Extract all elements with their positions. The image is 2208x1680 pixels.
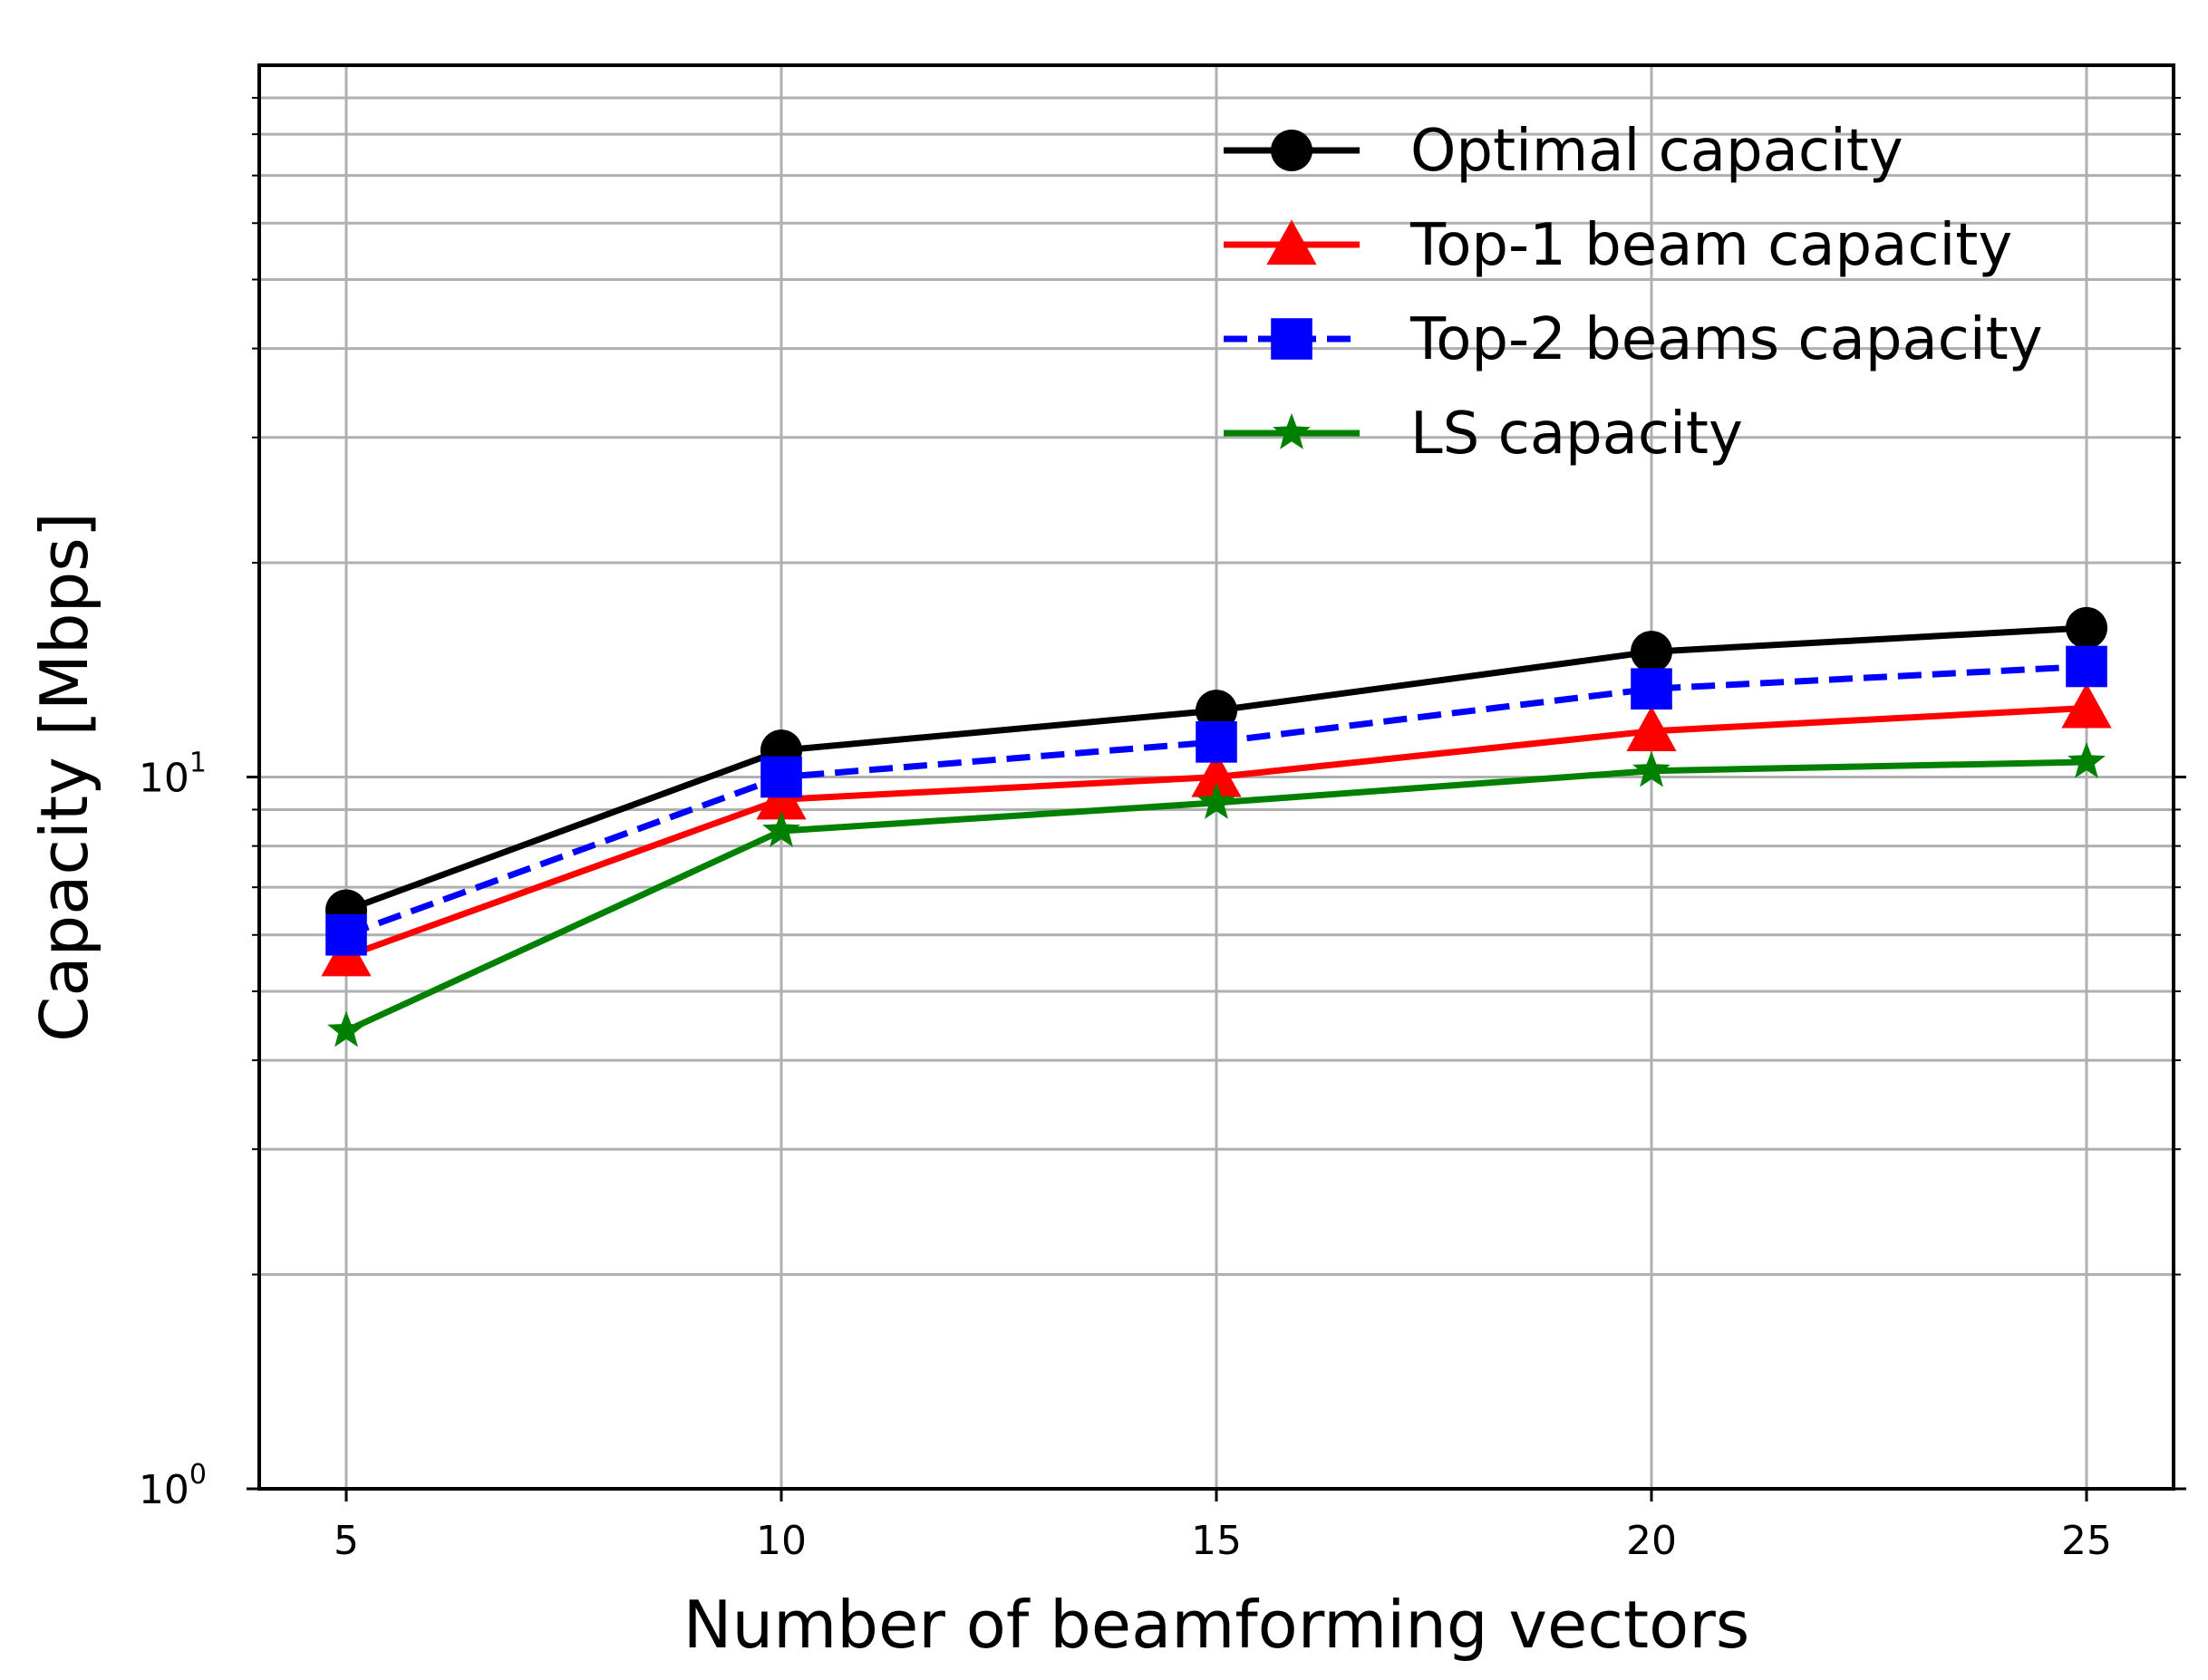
x-tick-label: 20: [1626, 1518, 1677, 1564]
data-point: [1196, 721, 1237, 763]
legend-label: Optimal capacity: [1410, 118, 1903, 185]
data-point: [1626, 706, 1677, 751]
legend-entry: Top-2 beams capacity: [1224, 306, 2043, 373]
data-point: [1191, 751, 1242, 797]
data-point: [1196, 690, 1237, 732]
legend: Optimal capacity Top-1 beam capacity Top-2…: [1224, 118, 2043, 468]
y-axis-title: Capacity [Mbps]: [26, 512, 102, 1042]
legend-label: Top-2 beams capacity: [1409, 306, 2043, 373]
legend-label: LS capacity: [1410, 401, 1743, 468]
data-point: [1631, 668, 1672, 710]
series-top-2-beams-capacity: [325, 645, 2107, 956]
legend-marker: [1271, 130, 1312, 171]
legend-entry: Top-1 beam capacity: [1224, 212, 2012, 279]
data-point: [327, 1010, 365, 1048]
data-point: [1197, 782, 1235, 819]
data-point: [2066, 606, 2107, 649]
legend-marker: [1273, 413, 1311, 449]
legend-entry: LS capacity: [1224, 401, 1743, 468]
x-tick-label: 15: [1191, 1518, 1242, 1564]
tick-labels: 5 10 15 20 25 100 101: [139, 748, 2112, 1565]
data-point: [325, 913, 367, 956]
plot-frame: [257, 63, 2175, 1491]
series-ls-capacity: [327, 741, 2106, 1048]
data-point: [762, 811, 800, 847]
y-tick-label: 100: [139, 1459, 207, 1513]
legend-marker: [1266, 219, 1317, 266]
legend-marker: [1271, 318, 1312, 360]
x-tick-label: 25: [2061, 1518, 2112, 1564]
x-tick-label: 5: [334, 1518, 359, 1564]
axes: [247, 63, 2186, 1501]
legend-label: Top-1 beam capacity: [1409, 212, 2012, 279]
legend-entry: Optimal capacity: [1224, 118, 1903, 185]
data-point: [1632, 750, 1671, 787]
data-point: [2066, 645, 2107, 688]
y-tick-label: 101: [139, 748, 207, 802]
data-point: [2068, 741, 2106, 778]
x-tick-label: 10: [756, 1518, 807, 1564]
data-point: [2061, 682, 2112, 729]
plot-area: [321, 606, 2112, 1048]
data-point: [760, 756, 802, 798]
x-axis-title: Number of beamforming vectors: [683, 1587, 1750, 1663]
data-point: [1631, 631, 1672, 673]
series-optimal-capacity: [325, 606, 2107, 932]
